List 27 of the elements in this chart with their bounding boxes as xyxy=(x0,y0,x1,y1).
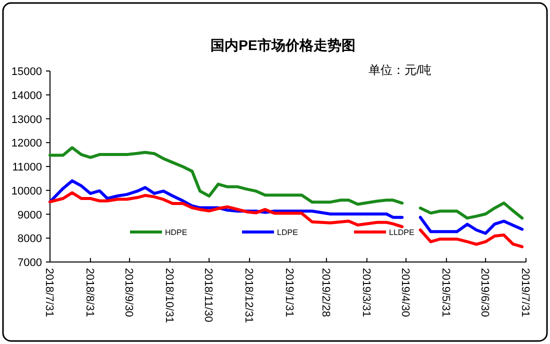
x-tick-label: 2019/5/31 xyxy=(439,268,452,317)
x-tick-label: 2019/1/31 xyxy=(282,268,295,317)
x-tick-label: 2018/9/30 xyxy=(122,268,135,317)
y-tick-label: 9000 xyxy=(18,209,42,222)
x-tick-label: 2019/4/30 xyxy=(399,268,412,317)
legend-label: HDPE xyxy=(165,228,188,237)
y-tick-label: 12000 xyxy=(11,138,42,150)
y-tick-label: 8000 xyxy=(18,233,42,246)
y-tick-label: 15000 xyxy=(11,66,42,78)
x-tick-label: 2019/6/30 xyxy=(478,268,491,317)
legend-label: LDPE xyxy=(277,228,298,237)
y-tick-label: 13000 xyxy=(11,114,42,126)
x-tick-label: 2018/7/31 xyxy=(43,268,55,317)
x-tick-label: 2019/7/31 xyxy=(519,268,531,317)
x-tick-label: 2019/2/28 xyxy=(319,268,332,317)
chart-title: 国内PE市场价格走势图 xyxy=(210,37,356,53)
x-tick-label: 2018/11/30 xyxy=(202,268,214,322)
x-tick-label: 2018/12/31 xyxy=(242,268,255,324)
x-tick-label: 2018/10/31 xyxy=(162,268,175,324)
y-tick-label: 7000 xyxy=(18,257,42,269)
x-tick-label: 2018/8/31 xyxy=(83,268,96,317)
y-tick-label: 14000 xyxy=(11,90,42,102)
y-tick-label: 11000 xyxy=(12,162,42,174)
legend-label: LLDPE xyxy=(389,228,414,237)
x-tick-label: 2019/3/31 xyxy=(360,268,372,317)
y-axis-title: 单位：元/吨 xyxy=(368,63,432,77)
y-tick-label: 10000 xyxy=(11,185,42,198)
